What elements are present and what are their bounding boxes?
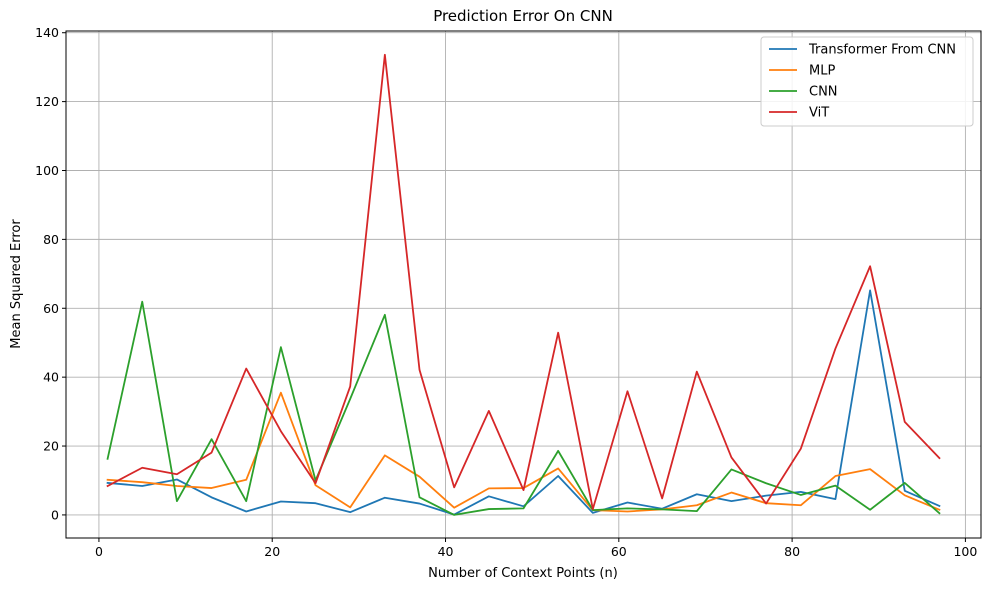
x-tick-label: 80 <box>784 544 800 559</box>
legend-label-vit: ViT <box>809 106 829 121</box>
y-tick-label: 80 <box>43 232 59 247</box>
series-line-transformer-from-cnn <box>106 289 941 516</box>
y-axis-label: Mean Squared Error <box>9 219 24 349</box>
y-tick-label: 0 <box>51 507 59 522</box>
plot-frame <box>65 30 982 539</box>
y-tick-label: 40 <box>43 370 59 385</box>
legend: Transformer From CNN MLP CNN ViT <box>760 36 974 127</box>
y-tick-label: 100 <box>35 163 59 178</box>
series-line-cnn <box>106 300 941 516</box>
chart-title: Prediction Error On CNN <box>433 7 613 25</box>
y-tick-label: 140 <box>35 25 59 40</box>
x-tick-label: 60 <box>611 544 627 559</box>
y-tick-label: 20 <box>43 439 59 454</box>
y-tick-label: 120 <box>35 94 59 109</box>
legend-label-cnn: CNN <box>809 85 838 100</box>
x-axis-label: Number of Context Points (n) <box>428 566 618 581</box>
x-tick-label: 20 <box>264 544 280 559</box>
y-tick-label: 60 <box>43 301 59 316</box>
y-axis-ticks: 0 20 40 60 80 100 120 140 <box>35 25 66 522</box>
x-tick-label: 40 <box>438 544 454 559</box>
legend-label-transformer-from-cnn: Transformer From CNN <box>808 43 956 58</box>
series-lines <box>106 53 941 516</box>
x-tick-label: 100 <box>953 544 977 559</box>
series-line-vit <box>106 53 941 510</box>
x-axis-ticks: 0 20 40 60 80 100 <box>95 538 977 559</box>
x-tick-label: 0 <box>95 544 103 559</box>
legend-label-mlp: MLP <box>809 64 835 79</box>
legend-box <box>760 36 974 127</box>
